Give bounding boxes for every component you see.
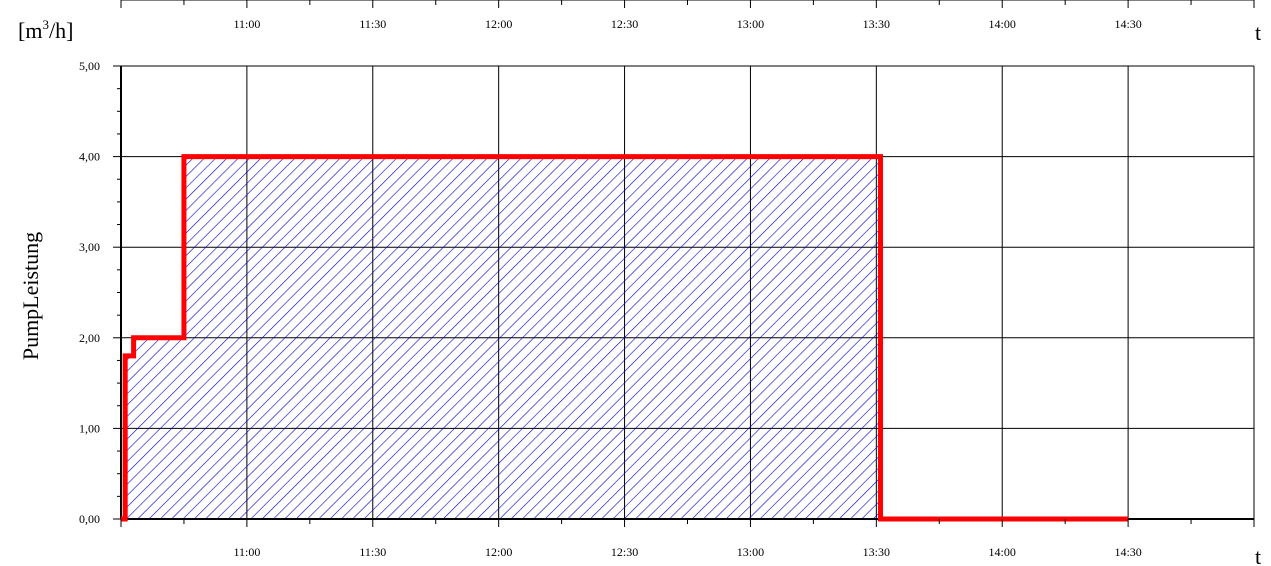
series-line bbox=[121, 154, 1129, 522]
x-axis-title-bottom: t bbox=[1255, 544, 1261, 566]
x-tick-label-top: 12:00 bbox=[485, 17, 512, 31]
x-axis-title-top: t bbox=[1255, 20, 1261, 45]
x-tick-label-bottom: 13:00 bbox=[737, 545, 764, 559]
x-tick-label-bottom: 12:00 bbox=[485, 545, 512, 559]
area-fill bbox=[121, 156, 1129, 519]
y-tick-label: 4,00 bbox=[79, 150, 100, 164]
y-tick-label: 2,00 bbox=[79, 331, 100, 345]
y-tick-label: 1,00 bbox=[79, 421, 100, 435]
x-tick-label-bottom: 14:30 bbox=[1114, 545, 1141, 559]
x-tick-label-bottom: 12:30 bbox=[611, 545, 638, 559]
x-tick-label-top: 13:00 bbox=[737, 17, 764, 31]
x-tick-label-bottom: 11:30 bbox=[359, 545, 386, 559]
x-tick-label-top: 11:30 bbox=[359, 17, 386, 31]
hatched-area bbox=[121, 156, 1129, 519]
x-tick-label-top: 14:30 bbox=[1114, 17, 1141, 31]
y-tick-label: 3,00 bbox=[79, 240, 100, 254]
y-axis-unit: [m3/h] bbox=[18, 17, 73, 43]
x-tick-label-bottom: 13:30 bbox=[863, 545, 890, 559]
labels: 11:00 11:00 11:30 11:30 12:00 12:00 12:30 12:30… bbox=[18, 17, 1261, 566]
y-tick-label: 5,00 bbox=[79, 59, 100, 73]
x-tick-label-bottom: 14:00 bbox=[989, 545, 1016, 559]
x-tick-label-bottom: 11:00 bbox=[233, 545, 260, 559]
x-tick-label-top: 12:30 bbox=[611, 17, 638, 31]
y-axis-title: PumpLeistung bbox=[18, 232, 43, 360]
y-tick-label: 0,00 bbox=[79, 512, 100, 526]
x-tick-label-top: 14:00 bbox=[989, 17, 1016, 31]
x-tick-label-top: 13:30 bbox=[863, 17, 890, 31]
series-step-line bbox=[121, 154, 1129, 522]
ticks bbox=[113, 0, 1255, 527]
x-tick-label-top: 11:00 bbox=[233, 17, 260, 31]
